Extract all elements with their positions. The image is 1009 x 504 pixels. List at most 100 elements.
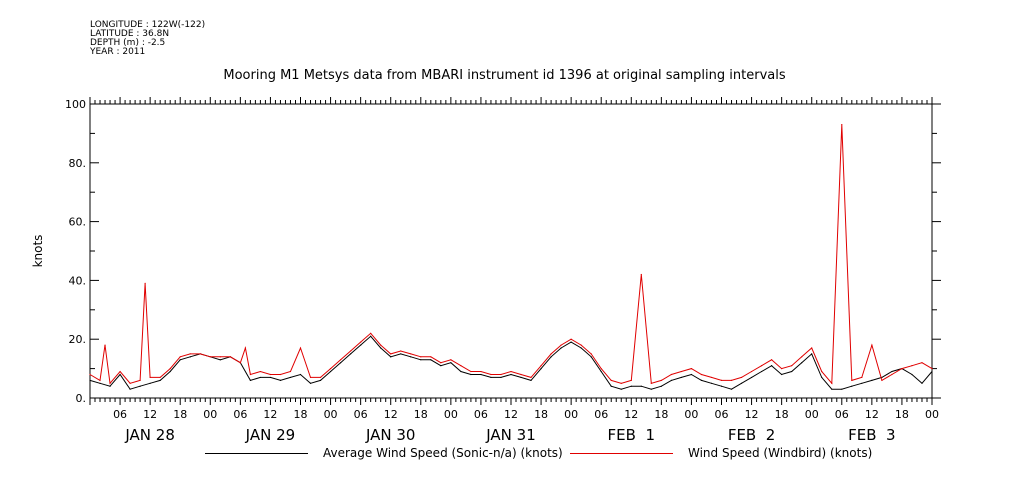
- data-point: [329, 368, 332, 370]
- data-point: [299, 373, 302, 376]
- data-point: [510, 373, 512, 376]
- data-point: [259, 370, 262, 373]
- data-point: [630, 379, 632, 381]
- data-point: [851, 379, 853, 381]
- data-point: [730, 379, 733, 381]
- y-tick-label: 40.: [69, 274, 87, 287]
- data-point: [811, 347, 813, 349]
- data-point: [119, 373, 121, 376]
- x-day-label: FEB 3: [848, 426, 895, 444]
- data-point: [89, 373, 91, 376]
- data-point: [269, 376, 272, 379]
- x-hour-tick-label: 00: [805, 408, 819, 421]
- data-point: [189, 356, 191, 358]
- data-point: [309, 376, 312, 379]
- x-hour-tick-label: 06: [835, 408, 849, 421]
- series-line-average: [89, 335, 933, 390]
- data-point: [380, 344, 382, 346]
- data-point: [821, 376, 823, 379]
- data-point: [670, 373, 672, 376]
- data-point: [350, 353, 352, 355]
- x-hour-tick-label: 06: [233, 408, 247, 421]
- data-point: [710, 382, 713, 384]
- data-point: [370, 335, 372, 337]
- data-point: [149, 376, 151, 379]
- x-hour-tick-label: 12: [384, 408, 398, 421]
- data-point: [244, 347, 246, 349]
- x-hour-tick-label: 18: [654, 408, 668, 421]
- data-point: [109, 382, 111, 384]
- data-point: [169, 370, 171, 373]
- data-point: [259, 376, 262, 379]
- data-point: [750, 376, 753, 379]
- data-point: [500, 373, 502, 376]
- x-hour-tick-label: 00: [684, 408, 698, 421]
- y-tick-label: 60.: [69, 216, 87, 229]
- data-point: [911, 373, 913, 376]
- data-point: [339, 359, 342, 361]
- data-point: [811, 353, 813, 355]
- data-point: [279, 379, 282, 381]
- data-point: [360, 341, 362, 343]
- data-point: [630, 385, 632, 387]
- data-point: [570, 341, 572, 343]
- data-point: [370, 332, 372, 334]
- y-tick-label: 20.: [69, 333, 87, 346]
- data-point: [129, 382, 131, 384]
- data-point: [329, 370, 332, 373]
- data-point: [99, 379, 101, 381]
- data-point: [179, 356, 181, 358]
- x-hour-tick-label: 18: [895, 408, 909, 421]
- data-point: [299, 347, 302, 349]
- x-day-label: FEB 1: [608, 426, 655, 444]
- x-hour-tick-label: 06: [474, 408, 488, 421]
- data-point: [540, 365, 542, 367]
- data-point: [199, 353, 201, 355]
- x-hour-tick-label: 06: [715, 408, 729, 421]
- data-point: [510, 370, 512, 373]
- data-point: [480, 373, 482, 376]
- x-hour-tick-label: 12: [624, 408, 638, 421]
- data-point: [550, 353, 552, 355]
- data-point: [871, 344, 873, 346]
- data-point: [430, 359, 432, 361]
- data-point: [690, 373, 693, 376]
- data-point: [680, 370, 683, 373]
- data-point: [99, 382, 101, 384]
- data-point: [690, 368, 693, 370]
- data-point: [289, 376, 292, 379]
- x-hour-tick-label: 00: [925, 408, 939, 421]
- data-point: [144, 282, 146, 284]
- data-point: [600, 368, 602, 370]
- data-point: [801, 356, 803, 358]
- x-hour-tick-label: 06: [354, 408, 368, 421]
- data-point: [580, 344, 582, 346]
- x-day-label: JAN 29: [245, 426, 296, 444]
- data-point: [109, 385, 111, 387]
- data-point: [380, 347, 382, 349]
- series-layer: [89, 123, 933, 390]
- year-text: YEAR : 2011: [90, 47, 146, 57]
- x-hour-tick-label: 12: [504, 408, 518, 421]
- x-hour-tick-label: 18: [294, 408, 308, 421]
- data-point: [901, 368, 903, 370]
- data-point: [801, 362, 803, 364]
- data-point: [530, 376, 532, 379]
- x-day-label: JAN 30: [365, 426, 416, 444]
- data-point: [841, 123, 843, 126]
- series-line-windbird: [89, 124, 933, 385]
- data-point: [750, 370, 753, 373]
- y-tick-label: 80.: [69, 157, 87, 170]
- data-point: [249, 373, 251, 376]
- data-point: [390, 356, 392, 358]
- legend-label-windbird: Wind Speed (Windbird) (knots): [688, 446, 873, 460]
- latitude-text: LATITUDE : 36.8N: [90, 29, 170, 39]
- data-point: [610, 379, 612, 381]
- data-point: [700, 373, 703, 376]
- data-point: [620, 382, 622, 384]
- x-day-label: JAN 31: [485, 426, 536, 444]
- data-point: [520, 376, 522, 379]
- data-point: [169, 368, 171, 370]
- data-point: [740, 376, 743, 379]
